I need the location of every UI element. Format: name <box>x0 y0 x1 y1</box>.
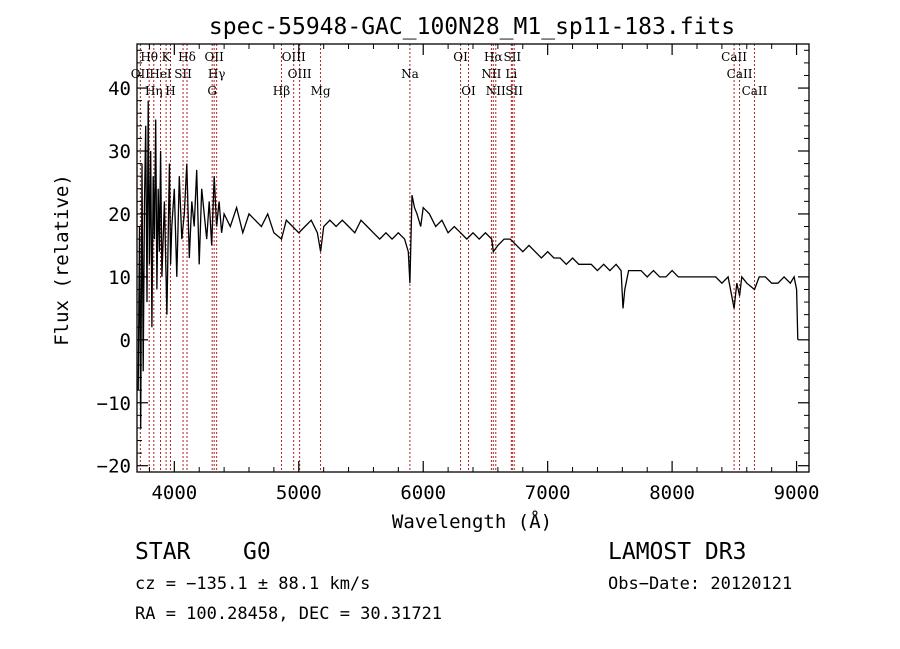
spectrum-chart: spec-55948-GAC_100N28_M1_sp11-183.fits 4… <box>51 14 819 533</box>
line-label-21: Hβ <box>273 84 290 98</box>
object-class: STAR <box>135 539 191 565</box>
line-label-8: CaII <box>721 50 747 64</box>
line-label-3: OII <box>204 50 224 64</box>
line-label-26: CaII <box>742 84 768 98</box>
x-tick-label: 7000 <box>525 482 571 504</box>
line-label-24: NII <box>486 84 506 98</box>
line-label-7: SII <box>503 50 521 64</box>
spectrum-series-line <box>137 100 799 428</box>
line-label-23: OI <box>461 84 476 98</box>
y-tick-label: −10 <box>97 393 131 415</box>
axis-ticks <box>137 44 809 472</box>
y-axis-label: Flux (relative) <box>51 174 73 346</box>
line-label-25: SII <box>505 84 523 98</box>
line-label-12: Hγ <box>208 67 226 81</box>
x-tick-label: 6000 <box>400 482 446 504</box>
x-tick-label: 5000 <box>276 482 322 504</box>
velocity-readout: cz = −135.1 ± 88.1 km/s <box>135 574 371 594</box>
line-label-17: CaII <box>727 67 753 81</box>
line-label-10: HeI <box>149 67 172 81</box>
coordinates: RA = 100.28458, DEC = 30.31721 <box>135 604 443 624</box>
line-label-19: H <box>165 84 175 98</box>
emission-line-markers <box>139 44 755 472</box>
x-axis-label: Wavelength (Å) <box>392 510 552 533</box>
x-tick-label: 9000 <box>774 482 820 504</box>
y-tick-labels: −20 −10 0 10 20 30 40 <box>97 78 131 478</box>
line-label-14: Na <box>401 67 419 81</box>
chart-title: spec-55948-GAC_100N28_M1_sp11-183.fits <box>209 14 735 40</box>
survey-name: LAMOST DR3 <box>608 539 747 565</box>
line-label-18: Hη <box>145 84 163 98</box>
line-label-0: Hθ <box>140 50 158 64</box>
x-tick-labels: 4000 5000 6000 7000 8000 9000 <box>151 482 819 504</box>
line-label-6: Hα <box>484 50 503 64</box>
y-tick-label: −20 <box>97 456 131 478</box>
line-label-22: Mg <box>311 84 331 98</box>
line-label-13: OIII <box>288 67 312 81</box>
y-tick-label: 40 <box>108 78 131 100</box>
y-tick-label: 30 <box>108 141 131 163</box>
line-label-4: OIII <box>282 50 306 64</box>
subclass: G0 <box>243 539 271 565</box>
line-label-5: OI <box>453 50 468 64</box>
obs-date: Obs−Date: 20120121 <box>608 574 793 594</box>
plot-frame <box>136 43 810 473</box>
line-label-16: Li <box>505 67 517 81</box>
y-tick-label: 20 <box>108 204 131 226</box>
line-label-11: SII <box>174 67 192 81</box>
line-label-20: G <box>207 84 217 98</box>
x-tick-label: 8000 <box>649 482 695 504</box>
line-label-2: Hδ <box>178 50 196 64</box>
line-label-9: OII <box>131 67 151 81</box>
line-label-15: NII <box>481 67 501 81</box>
x-tick-label: 4000 <box>151 482 197 504</box>
y-tick-label: 10 <box>108 267 131 289</box>
y-tick-label: 0 <box>120 330 131 352</box>
line-label-1: K <box>162 50 172 64</box>
